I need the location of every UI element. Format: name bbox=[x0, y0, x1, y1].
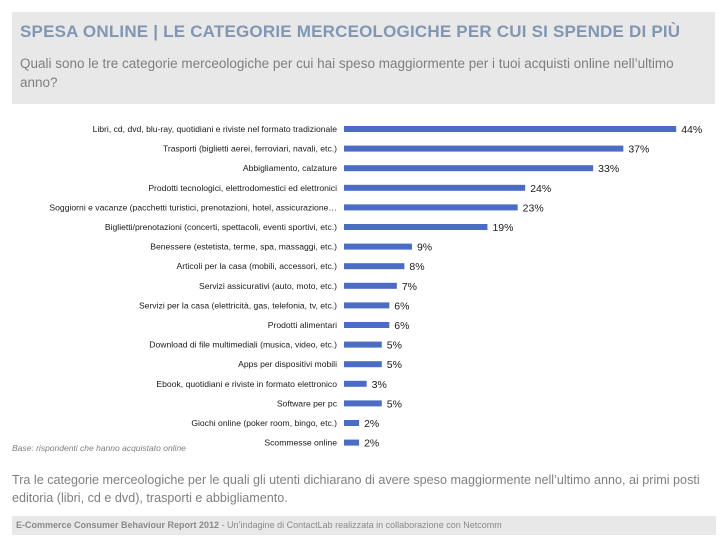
value-label: 2% bbox=[364, 438, 379, 448]
category-label: Software per pc bbox=[277, 398, 338, 408]
value-label: 6% bbox=[394, 320, 409, 332]
category-label: Apps per dispositivi mobili bbox=[238, 359, 337, 369]
bar bbox=[344, 145, 624, 152]
value-label: 37% bbox=[628, 144, 649, 156]
bar bbox=[344, 302, 390, 309]
category-label: Articoli per la casa (mobili, accessori,… bbox=[177, 261, 338, 271]
category-label: Giochi online (poker room, bingo, etc.) bbox=[191, 418, 337, 428]
category-label: Soggiorni e vacanze (pacchetti turistici… bbox=[49, 202, 337, 212]
bar bbox=[344, 224, 488, 230]
category-label: Benessere (estetista, terme, spa, massag… bbox=[150, 242, 337, 252]
value-label: 19% bbox=[492, 222, 513, 234]
bar bbox=[344, 243, 412, 250]
category-label: Scommesse online bbox=[264, 438, 337, 448]
category-label: Ebook, quotidiani e riviste in formato e… bbox=[156, 379, 337, 389]
bar bbox=[344, 282, 397, 289]
value-label: 5% bbox=[387, 340, 402, 352]
bar bbox=[344, 361, 382, 368]
footer-bar: E-Commerce Consumer Behaviour Report 201… bbox=[12, 516, 716, 535]
category-label: Servizi assicurativi (auto, moto, etc.) bbox=[199, 281, 337, 291]
header-panel: SPESA ONLINE | LE CATEGORIE MERCEOLOGICH… bbox=[12, 12, 715, 104]
bar bbox=[344, 263, 405, 270]
category-label: Libri, cd, dvd, blu-ray, quotidiani e ri… bbox=[93, 124, 338, 134]
value-label: 6% bbox=[394, 300, 409, 312]
bar bbox=[344, 204, 518, 211]
survey-question: Quali sono le tre categorie merceologich… bbox=[20, 56, 674, 90]
summary-text: Tra le categorie merceologiche per le qu… bbox=[12, 473, 700, 505]
page-title: SPESA ONLINE | LE CATEGORIE MERCEOLOGICH… bbox=[20, 22, 681, 41]
value-label: 33% bbox=[598, 163, 619, 175]
category-label: Abbigliamento, calzature bbox=[243, 163, 337, 173]
value-label: 44% bbox=[681, 124, 702, 136]
bar bbox=[344, 126, 677, 132]
footer-credit: - Un’indagine di ContactLab realizzata i… bbox=[219, 520, 502, 530]
bar bbox=[344, 341, 382, 348]
value-label: 5% bbox=[387, 359, 402, 371]
bar bbox=[344, 322, 390, 328]
bar bbox=[344, 184, 526, 191]
bar bbox=[344, 439, 360, 446]
category-label: Trasporti (biglietti aerei, ferroviari, … bbox=[163, 144, 337, 154]
value-label: 8% bbox=[409, 261, 424, 273]
footer-report-title: E-Commerce Consumer Behaviour Report 201… bbox=[16, 520, 220, 530]
value-label: 2% bbox=[364, 418, 379, 430]
value-label: 3% bbox=[372, 379, 387, 391]
bar bbox=[344, 380, 367, 387]
bar bbox=[344, 165, 594, 172]
category-label: Prodotti tecnologici, elettrodomestici e… bbox=[148, 183, 337, 193]
base-note: Base: rispondenti che hanno acquistato o… bbox=[12, 443, 186, 453]
category-label: Prodotti alimentari bbox=[268, 320, 337, 330]
category-label: Biglietti/prenotazioni (concerti, spetta… bbox=[105, 222, 337, 232]
value-label: 5% bbox=[387, 398, 402, 410]
value-label: 9% bbox=[417, 242, 432, 254]
bar-chart: Libri, cd, dvd, blu-ray, quotidiani e ri… bbox=[49, 124, 702, 448]
bar bbox=[344, 400, 382, 407]
bar bbox=[344, 420, 360, 426]
value-label: 24% bbox=[530, 183, 551, 195]
category-label: Servizi per la casa (elettricità, gas, t… bbox=[139, 300, 337, 310]
value-label: 23% bbox=[523, 202, 544, 214]
category-label: Download di file multimediali (musica, v… bbox=[149, 340, 337, 350]
value-label: 7% bbox=[402, 281, 417, 293]
